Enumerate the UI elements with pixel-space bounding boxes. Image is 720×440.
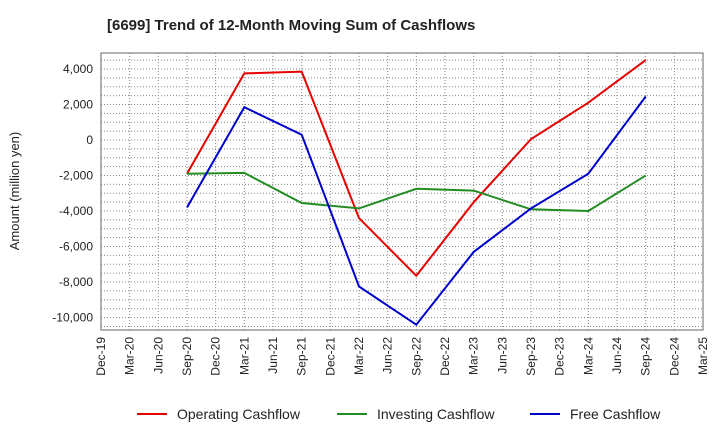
x-tick-label: Dec-24 <box>667 337 681 376</box>
plot-area-frame <box>100 52 704 331</box>
legend-label: Investing Cashflow <box>377 406 495 422</box>
y-tick-label: -4,000 <box>59 204 93 218</box>
investing-cashflow-line <box>186 171 647 213</box>
x-tick-label: Jun-22 <box>381 337 395 374</box>
x-tick-label: Mar-21 <box>237 337 251 375</box>
grid-lines <box>101 53 703 330</box>
legend-label: Operating Cashflow <box>177 406 301 422</box>
x-tick-label: Dec-20 <box>209 337 223 376</box>
free-cashflow-line <box>186 95 647 327</box>
x-tick-label: Sep-23 <box>524 337 538 376</box>
y-tick-label: -2,000 <box>59 169 93 183</box>
x-tick-label: Jun-23 <box>495 337 509 374</box>
x-tick-label: Sep-20 <box>180 337 194 376</box>
x-tick-label: Sep-24 <box>639 337 653 376</box>
y-tick-label: -8,000 <box>59 275 93 289</box>
x-tick-label: Sep-22 <box>409 337 423 376</box>
y-tick-label: -6,000 <box>59 240 93 254</box>
operating-cashflow-line <box>186 59 647 278</box>
x-tick-label: Jun-20 <box>151 337 165 374</box>
y-tick-label: 2,000 <box>63 97 93 111</box>
x-tick-label: Dec-22 <box>438 337 452 376</box>
axes: Dec-19 Mar-20 Jun-20 Sep-20 Dec-20 Mar-21 Jun-… <box>52 52 710 376</box>
x-tick-label: Dec-19 <box>94 337 108 376</box>
x-tick-label: Mar-23 <box>467 337 481 375</box>
x-tick-label: Mar-24 <box>581 337 595 375</box>
legend-label: Free Cashflow <box>570 406 661 422</box>
legend: Operating Cashflow Investing Cashflow Free… <box>137 406 661 422</box>
series-lines <box>186 59 647 327</box>
x-tick-label: Dec-23 <box>553 337 567 376</box>
x-tick-label: Mar-20 <box>123 337 137 375</box>
y-tick-label: -10,000 <box>52 311 93 325</box>
x-tick-label: Sep-21 <box>295 337 309 376</box>
y-axis-label: Amount (million yen) <box>7 132 22 251</box>
y-tick-label: 4,000 <box>63 62 93 76</box>
x-tick-label: Jun-21 <box>266 337 280 374</box>
x-tick-label: Jun-24 <box>610 337 624 374</box>
y-tick-label: 0 <box>86 133 93 147</box>
x-tick-label: Mar-22 <box>352 337 366 375</box>
x-tick-label: Mar-25 <box>696 337 710 375</box>
chart-title: [6699] Trend of 12-Month Moving Sum of C… <box>107 17 475 34</box>
x-tick-label: Dec-21 <box>323 337 337 376</box>
